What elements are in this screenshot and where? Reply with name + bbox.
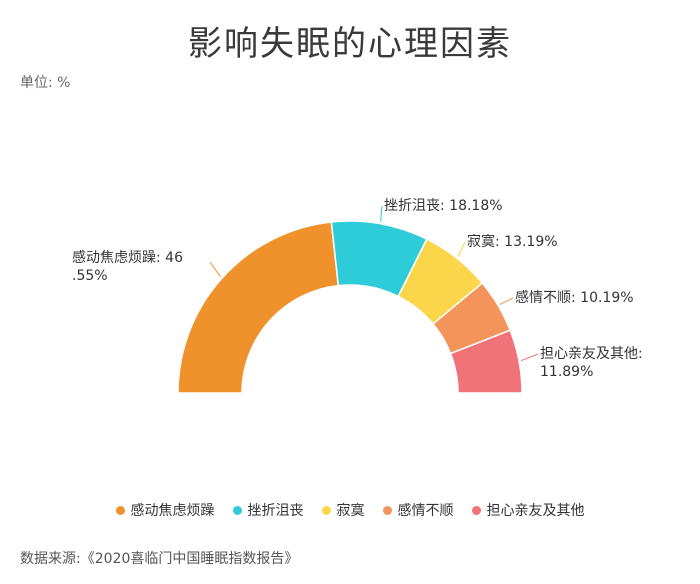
legend-dot [232,505,242,515]
slice-label-5: 担心亲友及其他: 11.89% [540,346,643,380]
slice-5 [449,329,523,394]
legend-item: 感情不顺 [382,500,454,520]
slice-label-3: 寂寞: 13.19% [467,234,558,250]
data-source: 数据来源:《2020喜临门中国睡眠指数报告》 [20,551,299,567]
slice-label-4: 感情不顺: 10.19% [515,289,634,306]
unit-label: 单位: % [20,75,71,91]
legend-item: 感动焦虑烦躁 [115,500,215,520]
leader-line-1 [209,261,221,278]
legend-label: 感动焦虑烦躁 [130,503,215,519]
legend-label: 寂寞 [336,503,365,519]
leader-line-2 [380,205,383,222]
legend: 感动焦虑烦躁 挫折沮丧 寂寞 感情不顺 担心亲友及其他 [0,500,700,520]
legend-dot [115,505,125,515]
chart-title: 影响失眠的心理因素 [188,24,512,64]
legend-label: 感情不顺 [397,503,454,519]
legend-label: 担心亲友及其他 [486,503,585,519]
slice-label-1: 感动焦虑烦躁: 46.55% [72,249,183,284]
legend-dot [382,505,392,515]
slice-label-2: 挫折沮丧: 18.18% [384,198,503,214]
legend-item: 挫折沮丧 [232,500,304,520]
legend-item: 担心亲友及其他 [471,500,585,520]
legend-item: 寂寞 [321,500,365,520]
slice-1 [177,221,340,394]
leader-line-5 [520,353,539,362]
legend-dot [321,505,331,515]
legend-dot [471,505,481,515]
legend-label: 挫折沮丧 [247,503,304,519]
leader-line-3 [457,241,466,257]
leader-line-4 [499,297,514,305]
